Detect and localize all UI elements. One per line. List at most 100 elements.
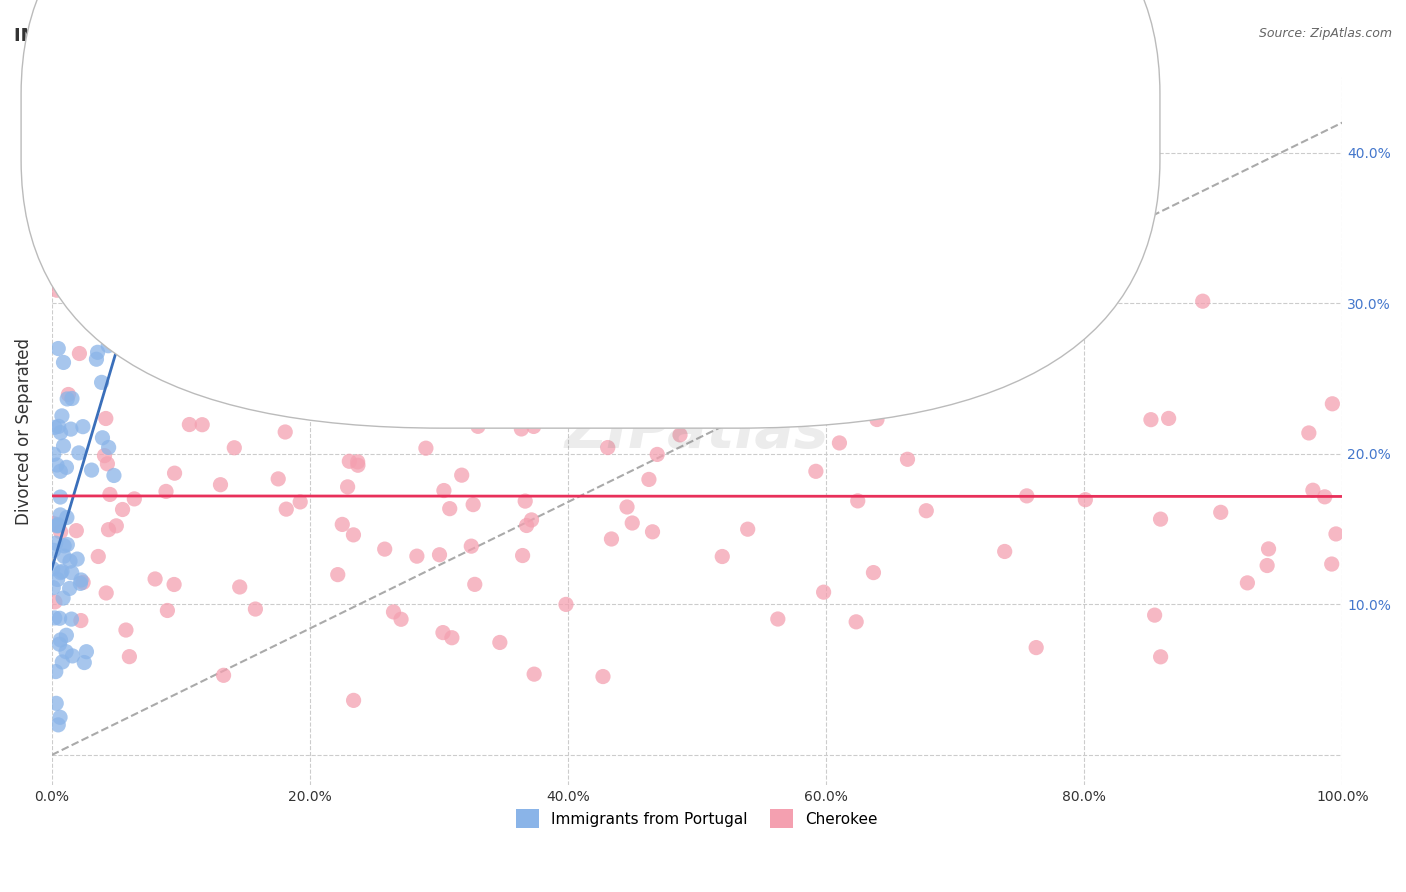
Point bbox=[49, 524, 72, 539]
Point bbox=[46, 573, 69, 587]
Point bbox=[70, 614, 93, 628]
Point bbox=[98, 487, 121, 501]
Point bbox=[51, 655, 73, 669]
Point bbox=[42, 581, 65, 595]
Point bbox=[439, 501, 461, 516]
Point bbox=[1025, 640, 1047, 655]
Point bbox=[67, 446, 90, 460]
Point bbox=[228, 580, 250, 594]
Point bbox=[163, 577, 186, 591]
Text: R = 0.017  N =  130: R = 0.017 N = 130 bbox=[506, 138, 688, 156]
Point bbox=[105, 239, 128, 253]
Point bbox=[46, 518, 69, 533]
Point bbox=[291, 359, 314, 374]
Point bbox=[347, 458, 370, 473]
Point bbox=[44, 420, 66, 434]
Point bbox=[406, 549, 429, 563]
Point bbox=[882, 348, 904, 362]
Point bbox=[60, 612, 83, 626]
Point bbox=[813, 585, 835, 599]
Point bbox=[592, 669, 614, 683]
Point bbox=[1191, 294, 1213, 309]
Point bbox=[90, 376, 112, 390]
Legend: Immigrants from Portugal, Cherokee: Immigrants from Portugal, Cherokee bbox=[510, 803, 884, 834]
Text: ZIPatlas: ZIPatlas bbox=[565, 403, 830, 459]
Point bbox=[432, 266, 454, 280]
Point bbox=[1256, 558, 1278, 573]
Point bbox=[643, 366, 665, 380]
Point bbox=[342, 528, 364, 542]
Point bbox=[42, 516, 65, 531]
Point bbox=[96, 586, 118, 600]
Point bbox=[1143, 608, 1166, 623]
Point bbox=[896, 452, 918, 467]
Point bbox=[60, 392, 83, 406]
Point bbox=[440, 631, 463, 645]
Text: R = 0.264  N =  72: R = 0.264 N = 72 bbox=[506, 112, 676, 129]
Point bbox=[467, 419, 489, 434]
Point bbox=[1015, 489, 1038, 503]
Point bbox=[515, 494, 537, 508]
Point bbox=[56, 392, 79, 406]
Point bbox=[60, 290, 83, 304]
Point bbox=[645, 447, 668, 461]
Point bbox=[737, 522, 759, 536]
Point bbox=[94, 318, 117, 332]
Point bbox=[464, 577, 486, 591]
Point bbox=[463, 498, 485, 512]
Point bbox=[800, 386, 823, 401]
Point bbox=[1157, 411, 1180, 425]
Point bbox=[101, 327, 124, 342]
Point bbox=[191, 417, 214, 432]
Point bbox=[46, 458, 69, 472]
Point bbox=[1236, 575, 1258, 590]
Point bbox=[60, 566, 83, 580]
Point bbox=[108, 310, 131, 324]
Point bbox=[450, 468, 472, 483]
Point bbox=[337, 454, 360, 468]
Point bbox=[404, 381, 426, 395]
Point bbox=[718, 412, 741, 426]
Point bbox=[1320, 557, 1343, 571]
Point bbox=[711, 549, 734, 564]
Point bbox=[55, 628, 77, 642]
Point bbox=[56, 538, 79, 552]
Point bbox=[105, 519, 128, 533]
Point bbox=[91, 431, 114, 445]
Point bbox=[1209, 505, 1232, 519]
Point bbox=[1313, 490, 1336, 504]
Point bbox=[616, 500, 638, 514]
Point bbox=[520, 513, 543, 527]
Point bbox=[669, 428, 692, 442]
Point bbox=[155, 484, 177, 499]
Point bbox=[143, 572, 166, 586]
Point bbox=[382, 605, 405, 619]
Point bbox=[49, 566, 72, 580]
Point bbox=[115, 623, 138, 637]
Point bbox=[866, 412, 889, 426]
Point bbox=[48, 637, 70, 651]
Point bbox=[115, 194, 138, 209]
Point bbox=[59, 554, 82, 568]
Point bbox=[290, 495, 312, 509]
Point bbox=[45, 696, 67, 710]
Point bbox=[1324, 527, 1347, 541]
Point bbox=[274, 425, 297, 439]
Point bbox=[97, 523, 120, 537]
Point bbox=[846, 494, 869, 508]
Text: Source: ZipAtlas.com: Source: ZipAtlas.com bbox=[1258, 27, 1392, 40]
Point bbox=[512, 549, 534, 563]
Point bbox=[510, 422, 533, 436]
Point bbox=[49, 632, 72, 647]
Point bbox=[51, 564, 73, 578]
Point bbox=[336, 480, 359, 494]
Point bbox=[58, 387, 80, 401]
Point bbox=[766, 612, 789, 626]
Point bbox=[276, 502, 298, 516]
Point bbox=[44, 595, 66, 609]
Y-axis label: Divorced or Separated: Divorced or Separated bbox=[15, 338, 32, 524]
Point bbox=[46, 718, 69, 732]
Point bbox=[49, 710, 72, 724]
Point bbox=[342, 693, 364, 707]
Point bbox=[111, 316, 134, 330]
